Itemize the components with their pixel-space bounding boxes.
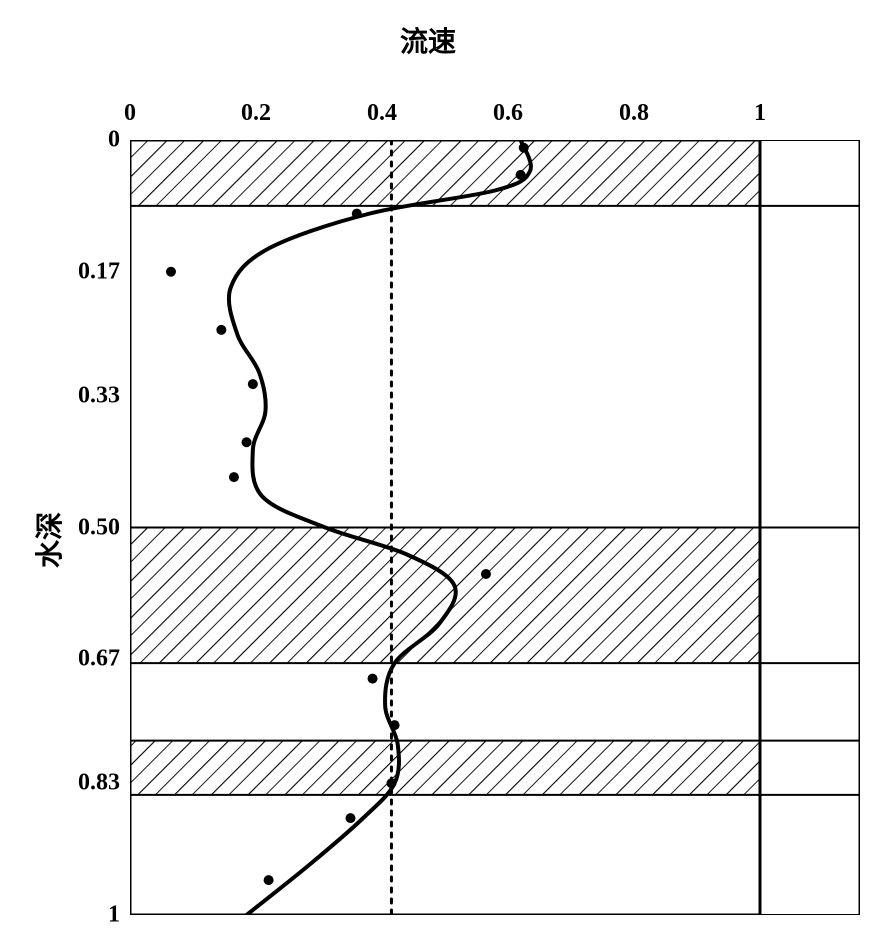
- y-tick-label: 0.67: [60, 646, 120, 673]
- x-tick-label: 0.6: [493, 100, 523, 127]
- y-tick-label: 0.17: [60, 258, 120, 285]
- y-tick-label: 0.33: [60, 382, 120, 409]
- x-tick-label: 0.2: [241, 100, 271, 127]
- y-tick-label: 0.83: [60, 770, 120, 797]
- y-tick-label: 0: [60, 127, 120, 154]
- x-axis-title: 流速: [400, 20, 456, 60]
- x-tick-label: 0.4: [367, 100, 397, 127]
- y-tick-label: 1: [60, 902, 120, 929]
- chart-container: 流速 水深 00.20.40.60.81 00.170.330.500.670.…: [30, 20, 870, 920]
- plot-area: [130, 140, 860, 915]
- y-tick-label: 0.50: [60, 514, 120, 541]
- x-tick-label: 1: [754, 100, 766, 127]
- x-tick-label: 0: [124, 100, 136, 127]
- x-tick-label: 0.8: [619, 100, 649, 127]
